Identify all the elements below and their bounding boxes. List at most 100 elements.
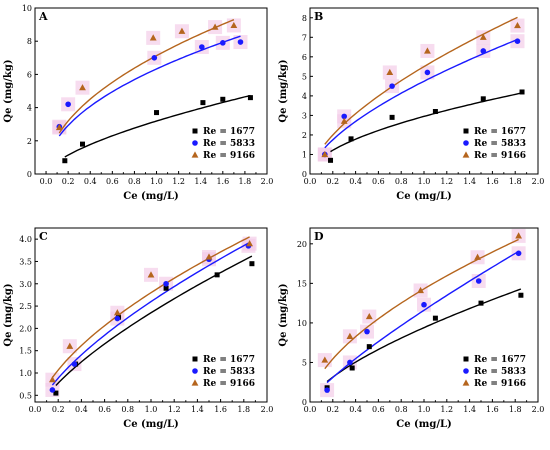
y-tick-label: 5 xyxy=(302,358,307,367)
data-point-1677 xyxy=(478,300,484,306)
fit-curve-5833 xyxy=(326,250,519,384)
legend-marker xyxy=(192,368,198,374)
data-point-1677 xyxy=(80,141,86,147)
chart-panel-a: 0.0 0.2 0.4 0.6 0.8 1.0 1.2 1.4 1.6 1.8 2.0 0 2 4 6 8 10… xyxy=(3,4,273,202)
data-point-5833 xyxy=(151,55,158,61)
x-tick-label: 1.4 xyxy=(194,177,207,186)
data-point-5833 xyxy=(220,40,226,46)
panel-label: A xyxy=(38,10,48,23)
data-point-5833 xyxy=(65,101,71,108)
y-tick-label: 10 xyxy=(297,319,307,328)
data-point-9166 xyxy=(365,312,373,320)
data-point-1677 xyxy=(247,95,253,101)
data-point-9166 xyxy=(205,253,213,260)
data-point-9166 xyxy=(479,33,487,40)
legend-marker xyxy=(192,356,198,362)
y-tick-label: 6 xyxy=(27,70,32,79)
data-point-5833 xyxy=(199,44,205,50)
legend-label: Re = 5833 xyxy=(203,139,255,149)
x-tick-label: 0.6 xyxy=(372,177,385,186)
data-point-9166 xyxy=(515,232,523,239)
x-tick-label: 1.4 xyxy=(191,405,204,414)
legend-label: Re = 1677 xyxy=(203,127,255,137)
data-point-1677 xyxy=(220,96,226,102)
x-tick-label: 2.0 xyxy=(532,405,545,414)
data-point-5833 xyxy=(163,280,169,287)
data-point-5833 xyxy=(514,38,521,44)
chart-panel-b: 0.0 0.2 0.4 0.6 0.8 1.0 1.2 1.4 1.6 1.8 2.0 0 1 2 3 4 5 6… xyxy=(278,7,545,202)
data-point-5833 xyxy=(114,315,121,322)
legend-marker xyxy=(192,140,198,146)
data-point-5833 xyxy=(424,69,431,76)
x-tick-label: 1.6 xyxy=(486,405,499,414)
data-point-9166 xyxy=(386,68,394,76)
data-point-1677 xyxy=(200,100,206,106)
legend-label: Re = 1677 xyxy=(474,127,526,137)
x-tick-label: 0.4 xyxy=(349,177,362,186)
x-tick-label: 0.0 xyxy=(29,405,42,414)
data-point-9166 xyxy=(230,21,238,29)
x-tick-label: 0.6 xyxy=(372,405,385,414)
data-point-5833 xyxy=(389,83,395,89)
x-tick-label: 0.4 xyxy=(75,405,88,414)
fit-curve-9166 xyxy=(58,19,235,134)
data-point-1677 xyxy=(518,292,524,298)
data-point-1677 xyxy=(348,136,354,142)
x-axis-title: Ce (mg/L) xyxy=(396,419,452,430)
y-tick-label: 20 xyxy=(297,240,307,249)
y-tick-label: 4.0 xyxy=(19,235,32,244)
y-tick-label: 2.5 xyxy=(19,302,32,311)
y-tick-label: 3.0 xyxy=(19,280,32,289)
y-tick-label: 8 xyxy=(27,37,32,46)
data-point-9166 xyxy=(178,27,186,34)
x-tick-label: 1.2 xyxy=(168,405,181,414)
data-point-9166 xyxy=(149,34,157,41)
data-point-9166 xyxy=(321,356,329,363)
data-point-1677 xyxy=(249,261,255,267)
legend-label: Re = 5833 xyxy=(474,367,526,377)
x-axis-title: Ce (mg/L) xyxy=(123,191,179,202)
data-point-5833 xyxy=(364,328,370,335)
data-point-1677 xyxy=(154,110,160,116)
data-point-1677 xyxy=(214,272,220,278)
y-tick-label: 8 xyxy=(302,14,307,23)
data-point-9166 xyxy=(474,253,481,260)
x-tick-label: 2.0 xyxy=(261,177,274,186)
x-tick-label: 1.6 xyxy=(486,177,499,186)
data-point-5833 xyxy=(480,48,487,54)
fit-curve-5833 xyxy=(324,38,518,149)
x-tick-label: 1.6 xyxy=(214,405,227,414)
y-axis-title: Qe (mg/kg) xyxy=(278,283,289,346)
legend-label: Re = 9166 xyxy=(474,379,526,389)
x-tick-label: 1.4 xyxy=(463,177,476,186)
x-tick-label: 1.0 xyxy=(418,405,431,414)
data-point-5833 xyxy=(71,361,78,367)
x-tick-label: 1.4 xyxy=(463,405,476,414)
data-point-1677 xyxy=(349,365,355,371)
data-point-1677 xyxy=(163,285,169,291)
data-point-5833 xyxy=(475,278,482,284)
legend-marker xyxy=(463,368,469,374)
data-point-1677 xyxy=(328,157,334,163)
y-tick-label: 1 xyxy=(302,150,307,159)
x-tick-label: 1.6 xyxy=(216,177,229,186)
data-point-1677 xyxy=(519,89,525,95)
x-tick-label: 1.8 xyxy=(509,177,522,186)
panel-label: B xyxy=(314,10,323,23)
fit-curve-5833 xyxy=(58,35,241,137)
data-point-9166 xyxy=(66,342,74,349)
x-tick-label: 0.2 xyxy=(62,177,75,186)
data-point-1677 xyxy=(432,315,438,321)
data-point-9166 xyxy=(147,271,155,278)
y-tick-label: 2 xyxy=(27,137,32,146)
x-tick-label: 0.2 xyxy=(326,405,339,414)
legend-marker xyxy=(463,128,469,134)
x-tick-label: 0.4 xyxy=(84,177,97,186)
legend-label: Re = 5833 xyxy=(474,139,526,149)
y-tick-label: 4 xyxy=(302,92,307,101)
data-point-5833 xyxy=(421,301,427,308)
x-tick-label: 2.0 xyxy=(532,177,545,186)
x-tick-label: 0.8 xyxy=(128,177,141,186)
legend-label: Re = 1677 xyxy=(203,355,255,365)
